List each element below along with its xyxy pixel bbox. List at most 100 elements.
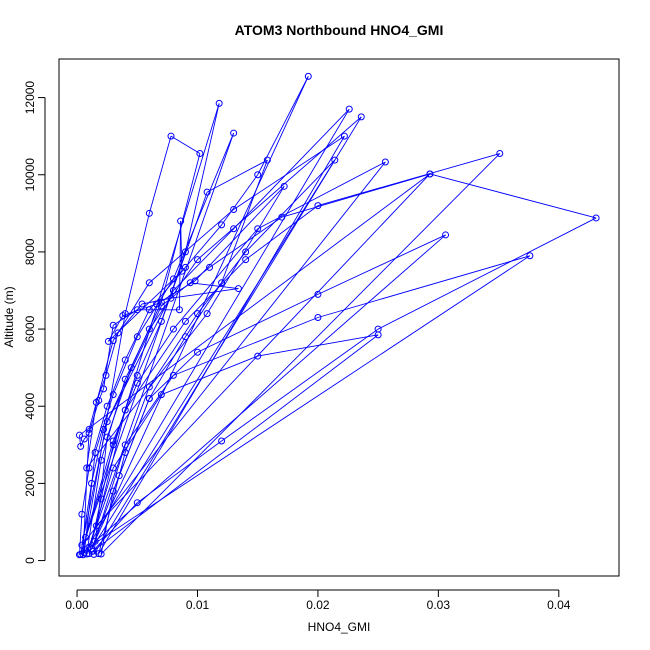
series-segment: [92, 502, 138, 552]
data-point: [186, 279, 194, 287]
series-segment: [136, 321, 162, 376]
data-point: [230, 129, 238, 137]
data-point: [92, 398, 100, 406]
data-point: [79, 551, 87, 559]
data-point: [218, 437, 226, 445]
data-point: [278, 213, 286, 221]
series-segment: [117, 303, 143, 334]
data-point: [114, 329, 122, 337]
data-point: [103, 402, 111, 410]
series-segment: [94, 394, 114, 453]
data-point: [157, 317, 165, 325]
data-point: [97, 495, 105, 503]
y-tick-label: 2000: [23, 470, 37, 497]
series-segment: [136, 278, 174, 338]
series-segment: [317, 234, 446, 295]
series-segment: [94, 444, 126, 542]
series-segment: [429, 173, 597, 219]
data-point: [92, 522, 100, 530]
data-point: [97, 456, 105, 464]
data-point: [169, 275, 177, 283]
data-point: [153, 300, 161, 308]
data-point: [181, 248, 189, 256]
data-point: [103, 418, 111, 426]
data-point: [109, 437, 117, 445]
series-segment: [98, 388, 104, 401]
series-segment: [178, 221, 182, 310]
series-segment: [98, 452, 126, 554]
y-axis-label: Altitude (m): [2, 286, 16, 347]
data-point: [157, 391, 165, 399]
series-segment: [173, 228, 259, 330]
data-point: [340, 132, 348, 140]
x-tick-label: 0.00: [65, 598, 89, 612]
data-point: [103, 433, 111, 441]
data-point: [145, 383, 153, 391]
data-point: [121, 406, 129, 414]
y-tick-label: 0: [23, 557, 37, 564]
series-segment: [112, 382, 138, 442]
series-segment: [92, 334, 379, 552]
series-lines: [79, 76, 597, 555]
data-point: [100, 425, 108, 433]
data-point: [157, 298, 165, 306]
data-point: [97, 550, 105, 558]
data-point: [314, 202, 322, 210]
series-segment: [83, 108, 350, 554]
series-segment: [130, 301, 162, 368]
series-segment: [88, 340, 114, 430]
series-segment: [112, 398, 150, 492]
data-point: [314, 290, 322, 298]
data-point: [181, 317, 189, 325]
data-point: [203, 188, 211, 196]
data-point: [193, 310, 201, 318]
plot-frame: [58, 58, 620, 577]
data-point: [121, 449, 129, 457]
data-point: [592, 214, 600, 222]
series-segment: [124, 375, 174, 446]
data-point: [109, 464, 117, 472]
data-point: [145, 279, 153, 287]
series-segment: [91, 429, 104, 484]
series-segment: [112, 394, 162, 469]
data-point: [178, 267, 186, 275]
data-point: [104, 337, 112, 345]
data-point: [215, 99, 223, 107]
series-segment: [149, 209, 234, 284]
data-point: [109, 441, 117, 449]
data-point: [121, 356, 129, 364]
data-point: [314, 314, 322, 321]
data-point: [83, 464, 91, 472]
series-segment: [124, 321, 186, 411]
data-point: [218, 221, 226, 229]
series-segment: [161, 355, 258, 396]
data-point: [206, 263, 214, 271]
series-segment: [94, 234, 446, 542]
data-point: [175, 306, 183, 314]
data-point: [254, 352, 262, 360]
series-segment: [88, 467, 114, 548]
data-point: [169, 286, 177, 294]
x-tick-label: 0.04: [547, 598, 571, 612]
series-segment: [80, 438, 85, 447]
series-segment: [221, 174, 259, 226]
data-point: [145, 325, 153, 333]
series-segment: [197, 116, 362, 260]
data-point: [157, 302, 165, 310]
series-segment: [88, 76, 309, 554]
data-point: [203, 310, 211, 318]
x-tick-label: 0.03: [427, 598, 451, 612]
series-segment: [245, 205, 319, 260]
series-segment: [112, 336, 138, 395]
data-point: [145, 306, 153, 314]
data-point: [119, 312, 127, 320]
data-point: [109, 321, 117, 329]
data-point: [78, 510, 86, 518]
series-segment: [106, 305, 162, 422]
series-segment: [209, 216, 283, 268]
series-segment: [317, 153, 500, 207]
series-segment: [317, 255, 531, 318]
series-segment: [190, 282, 239, 290]
data-point: [78, 541, 86, 549]
data-point: [138, 300, 146, 308]
